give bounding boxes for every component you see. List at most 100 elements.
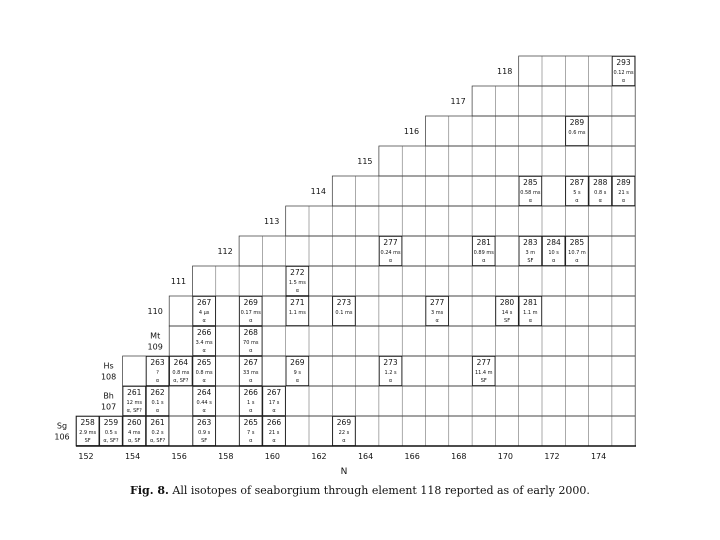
isotope-decay: α, SF? [103, 438, 119, 444]
isotope-halflife: 0.9 s [198, 430, 211, 436]
isotope-halflife: 0.1 s [151, 400, 164, 406]
isotope-cell [518, 176, 542, 206]
isotope-mass: 265 [197, 358, 212, 367]
element-label: 116 [404, 127, 419, 136]
isotope-halflife: 10 s [548, 250, 559, 256]
isotope-halflife: 12 ms [127, 400, 143, 406]
isotope-mass: 284 [546, 238, 561, 247]
isotope-cell [239, 296, 263, 326]
isotope-mass: 272 [290, 268, 305, 277]
isotope-decay: α [575, 198, 579, 204]
isotope-decay: α [296, 288, 300, 294]
isotope-decay: α, SF [128, 438, 141, 444]
isotope-mass: 267 [244, 358, 259, 367]
isotope-decay: α [296, 378, 300, 384]
isotope-halflife: 70 ms [243, 340, 259, 346]
element-row [518, 55, 636, 87]
isotope-mass: 293 [616, 58, 631, 67]
isotope-mass: 264 [174, 358, 189, 367]
isotope-mass: 281 [477, 238, 492, 247]
isotope-halflife: 0.24 ms [380, 250, 401, 256]
isotope-decay: α, SF? [173, 378, 189, 384]
isotope-halflife: 1.1 ms [289, 310, 306, 316]
isotope-cell [122, 386, 146, 416]
isotope-decay: α [575, 258, 579, 264]
isotope-halflife: 1 s [247, 400, 255, 406]
isotope-halflife: 7 s [247, 430, 255, 436]
isotope-cell [239, 356, 263, 386]
isotope-cell [285, 266, 309, 296]
element-row [378, 145, 636, 177]
isotope-decay: α [203, 318, 207, 324]
isotope-halflife: 0.8 ms [196, 370, 213, 376]
isotope-mass: 267 [197, 298, 212, 307]
isotope-mass: 271 [290, 298, 305, 307]
isotope-halflife: 3.4 ms [196, 340, 213, 346]
isotope-cell [611, 176, 636, 206]
isotope-halflife: 0.12 ms [613, 70, 634, 76]
isotope-mass: 264 [197, 388, 212, 397]
x-tick-label: 156 [172, 452, 187, 461]
isotope-decay: α [599, 198, 603, 204]
isotope-cell [611, 56, 636, 86]
isotope-halflife: 21 s [618, 190, 629, 196]
isotope-mass: 273 [383, 358, 398, 367]
isotope-decay: α [342, 438, 346, 444]
isotope-halflife: 3 m [526, 250, 536, 256]
element-row [425, 115, 636, 147]
isotope-cell [378, 356, 403, 386]
isotope-decay: α, SF? [150, 438, 166, 444]
x-axis-label: N [341, 467, 348, 477]
isotope-decay: α [529, 318, 533, 324]
x-tick-label: 168 [451, 452, 466, 461]
isotope-mass: 263 [150, 358, 165, 367]
isotope-mass: 262 [150, 388, 165, 397]
isotope-mass: 285 [523, 178, 538, 187]
isotope-halflife: 1.5 ms [289, 280, 306, 286]
isotope-decay: α [436, 318, 440, 324]
x-tick-label: 162 [311, 452, 326, 461]
isotope-decay: α [203, 378, 207, 384]
isotope-cell [518, 296, 542, 326]
isotope-decay: α [529, 198, 533, 204]
isotope-halflife: 0.5 s [105, 430, 118, 436]
isotope-cell [285, 296, 309, 326]
isotope-cell [565, 176, 589, 206]
isotope-decay: SF [481, 378, 487, 384]
isotope-decay: SF [85, 438, 91, 444]
x-tick-label: 164 [358, 452, 373, 461]
isotope-mass: 267 [267, 388, 282, 397]
isotope-decay: α [249, 318, 253, 324]
isotope-mass: 277 [430, 298, 445, 307]
isotope-mass: 277 [383, 238, 398, 247]
isotope-mass: 289 [616, 178, 631, 187]
element-row [331, 175, 636, 207]
figure-caption: Fig. 8. All isotopes of seaborgium throu… [0, 484, 720, 497]
isotope-cell [145, 356, 170, 386]
element-label: 115 [357, 157, 372, 166]
isotope-decay: α [622, 78, 626, 84]
isotope-mass: 260 [127, 418, 142, 427]
element-label: Hs [104, 362, 114, 371]
isotope-mass: 287 [570, 178, 585, 187]
isotope-cell [378, 236, 403, 266]
isotope-mass: 258 [80, 418, 95, 427]
isotope-decay: SF [201, 438, 207, 444]
isotope-decay: α [249, 378, 253, 384]
element-label: 111 [171, 277, 186, 286]
isotope-halflife: 0.44 s [196, 400, 212, 406]
x-tick-label: 152 [78, 452, 93, 461]
isotope-cell [145, 386, 170, 416]
isotope-decay: α [249, 438, 253, 444]
isotope-halflife: 1.2 s [384, 370, 397, 376]
isotope-cell [192, 386, 216, 416]
element-label: Bh [103, 392, 114, 401]
isotope-mass: 263 [197, 418, 212, 427]
element-label: Sg [57, 422, 67, 431]
isotope-halflife: 0.58 ms [520, 190, 541, 196]
isotope-mass: 266 [197, 328, 212, 337]
isotope-mass: 266 [267, 418, 282, 427]
isotope-halflife: 0.6 ms [568, 130, 585, 136]
element-label: 113 [264, 217, 279, 226]
